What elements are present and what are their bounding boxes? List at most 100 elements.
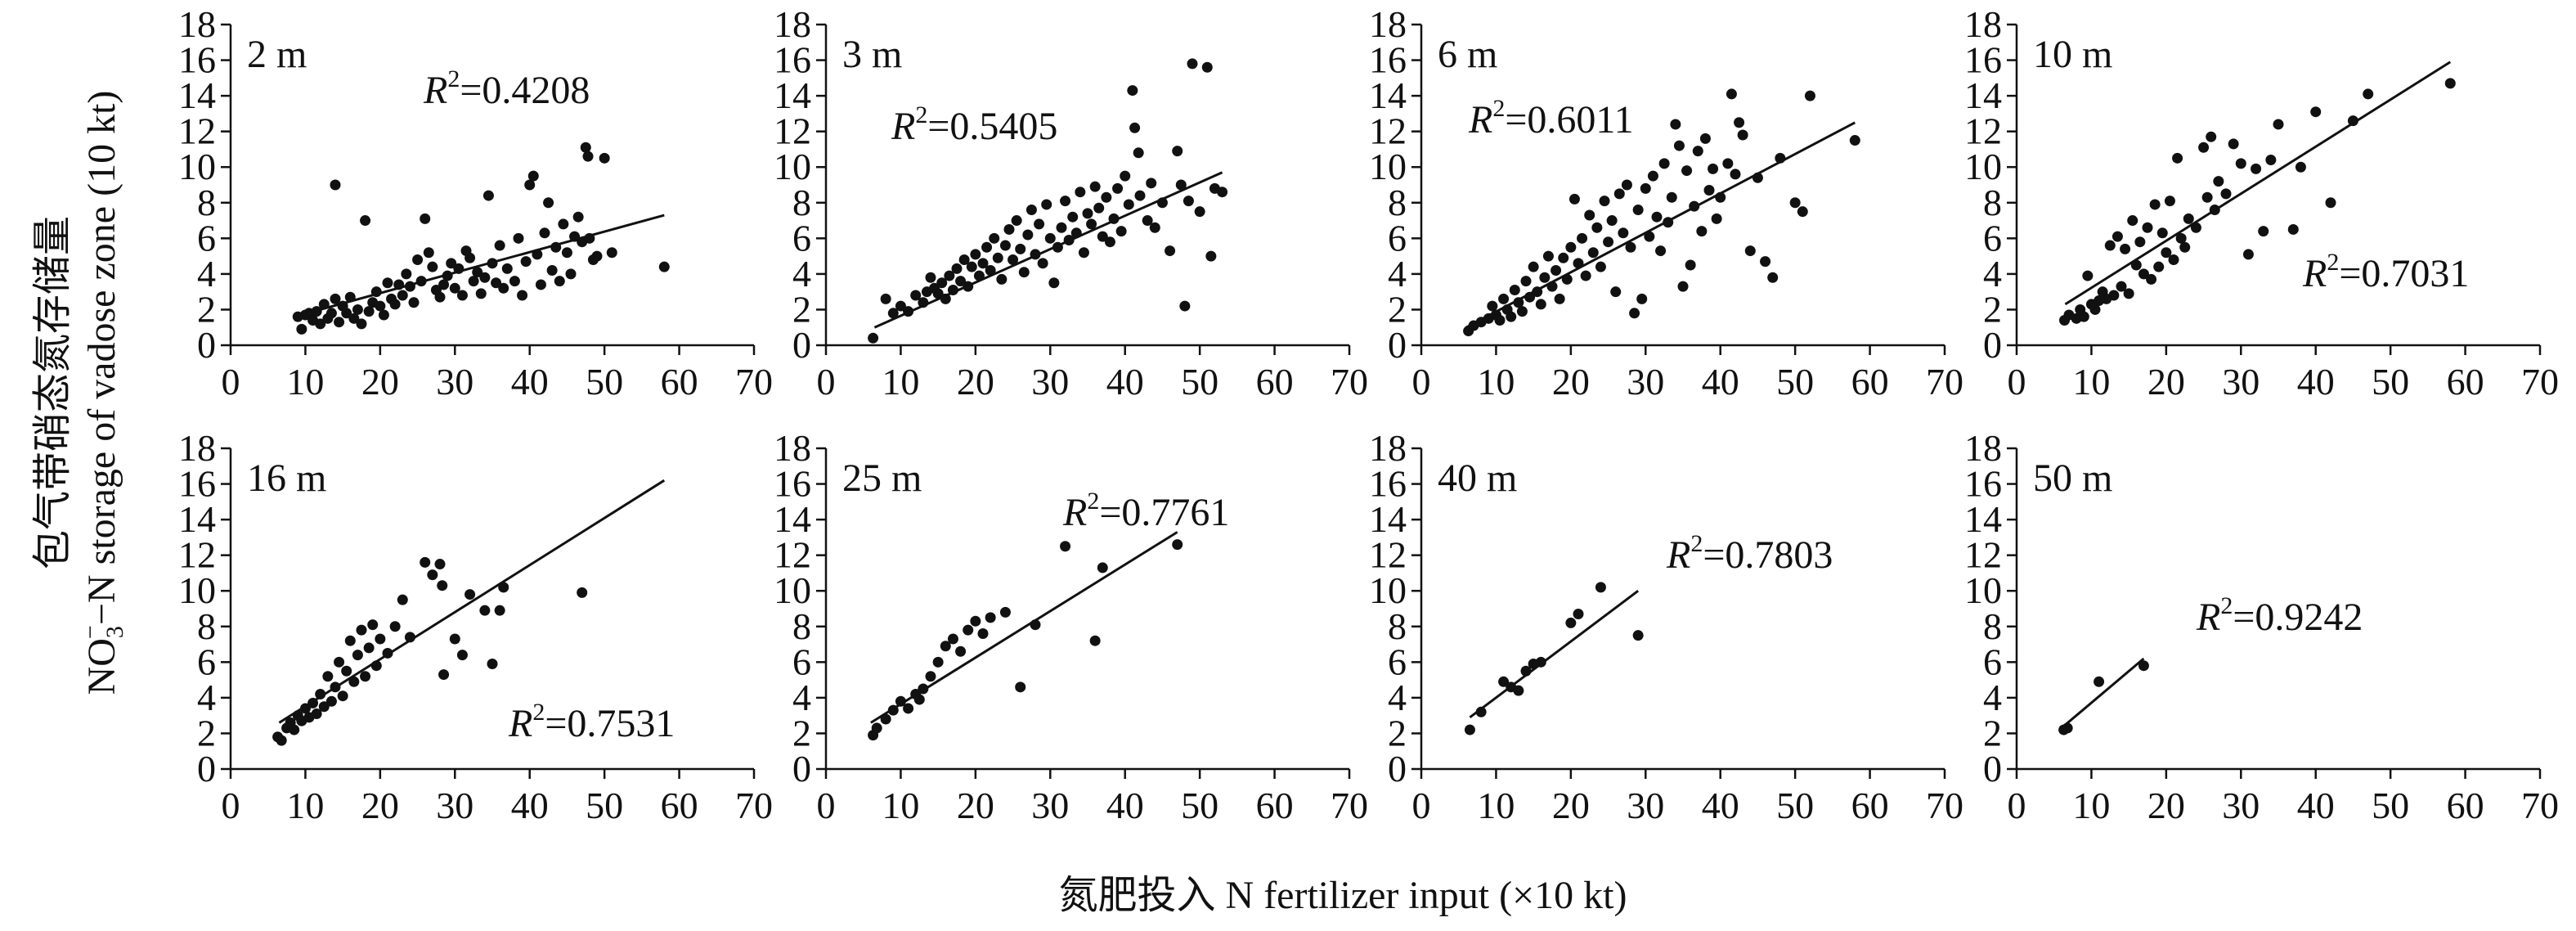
data-point xyxy=(1205,250,1217,262)
x-tick-label: 30 xyxy=(2222,361,2260,403)
x-tick-label: 40 xyxy=(1106,361,1144,403)
data-point xyxy=(2183,213,2194,224)
data-point xyxy=(1573,258,1584,269)
y-tick-label: 0 xyxy=(1983,324,2002,366)
data-point xyxy=(1175,179,1187,191)
data-point xyxy=(472,267,483,278)
r2-symbol: R xyxy=(2302,252,2327,295)
data-point xyxy=(1025,204,1037,215)
data-point xyxy=(1498,293,1510,304)
data-point xyxy=(2130,259,2142,271)
data-point xyxy=(887,308,899,319)
data-point xyxy=(1494,315,1506,326)
data-point xyxy=(468,276,479,287)
data-point xyxy=(880,293,891,304)
data-point xyxy=(322,671,334,682)
y-tick-label: 4 xyxy=(197,253,216,295)
data-point xyxy=(966,261,977,272)
data-point xyxy=(1133,147,1144,159)
data-point xyxy=(1573,609,1584,620)
data-point xyxy=(1744,245,1756,257)
data-point xyxy=(925,671,936,682)
y-tick-label: 14 xyxy=(178,498,216,540)
data-point xyxy=(1551,265,1562,277)
x-tick-label: 60 xyxy=(2447,361,2484,403)
x-tick-label: 40 xyxy=(1702,785,1739,826)
data-point xyxy=(509,276,520,287)
data-point xyxy=(1577,232,1588,244)
data-point xyxy=(397,594,408,605)
data-point xyxy=(1082,208,1093,219)
data-point xyxy=(606,247,617,259)
y-tick-label: 8 xyxy=(1388,182,1407,223)
y-tick-label: 14 xyxy=(1964,498,2002,540)
x-tick-label: 10 xyxy=(1477,785,1515,826)
data-point xyxy=(453,263,464,274)
x-tick-label: 30 xyxy=(436,361,473,403)
data-point xyxy=(456,290,468,301)
data-point xyxy=(2108,290,2120,301)
data-point xyxy=(276,735,287,746)
y-tick-label: 16 xyxy=(178,39,216,81)
x-tick-label: 70 xyxy=(1926,785,1963,826)
x-tick-label: 40 xyxy=(511,785,549,826)
data-point xyxy=(1599,196,1610,207)
y-tick-label: 14 xyxy=(774,74,811,116)
y-tick-label: 4 xyxy=(1983,253,2002,295)
data-point xyxy=(330,293,341,304)
data-point xyxy=(2235,158,2246,169)
data-point xyxy=(599,152,610,164)
data-point xyxy=(1565,241,1577,253)
r2-value: =0.7761 xyxy=(1099,491,1229,534)
data-point xyxy=(1097,562,1108,573)
data-point xyxy=(1539,272,1551,283)
data-point xyxy=(2206,131,2217,142)
data-point xyxy=(880,713,891,725)
data-point xyxy=(1089,181,1101,192)
data-point xyxy=(1048,277,1060,289)
data-point xyxy=(932,288,944,299)
r2-symbol: R xyxy=(1666,533,1690,577)
data-point xyxy=(1015,243,1026,254)
x-tick-label: 30 xyxy=(1031,785,1069,826)
y-tick-label: 14 xyxy=(774,498,811,540)
data-point xyxy=(352,650,363,661)
r2-symbol: R xyxy=(2196,596,2220,639)
data-point xyxy=(2175,232,2187,244)
data-point xyxy=(2127,215,2138,227)
x-tick-label: 10 xyxy=(286,785,324,826)
data-point xyxy=(1804,90,1815,101)
x-tick-label: 30 xyxy=(436,785,473,826)
data-point xyxy=(1722,158,1734,169)
data-point xyxy=(1737,129,1748,141)
data-point xyxy=(487,659,498,670)
data-point xyxy=(2116,281,2127,292)
data-point xyxy=(2258,226,2269,237)
depth-label: 10 m xyxy=(2033,33,2112,76)
x-tick-label: 50 xyxy=(2372,361,2409,403)
x-tick-label: 30 xyxy=(1627,785,1664,826)
data-point xyxy=(341,308,352,319)
data-point xyxy=(1498,676,1510,687)
data-point xyxy=(539,227,550,239)
data-point xyxy=(404,281,415,292)
data-point xyxy=(963,624,974,636)
x-tick-label: 70 xyxy=(2521,785,2559,826)
data-point xyxy=(375,300,386,312)
data-point xyxy=(1516,306,1528,317)
data-point xyxy=(1767,272,1779,283)
data-point xyxy=(404,632,415,643)
data-point xyxy=(423,247,434,259)
data-point xyxy=(363,642,375,654)
r-squared-label: R2=0.7031 xyxy=(2302,249,2469,295)
data-point xyxy=(1464,724,1475,735)
data-point xyxy=(527,170,539,182)
x-tick-label: 20 xyxy=(2147,361,2185,403)
data-point xyxy=(1554,293,1565,304)
y-tick-label: 6 xyxy=(197,641,216,682)
data-point xyxy=(1546,281,1558,292)
x-tick-label: 50 xyxy=(586,785,623,826)
data-point xyxy=(580,142,591,153)
data-point xyxy=(658,261,670,272)
data-point xyxy=(330,681,341,693)
